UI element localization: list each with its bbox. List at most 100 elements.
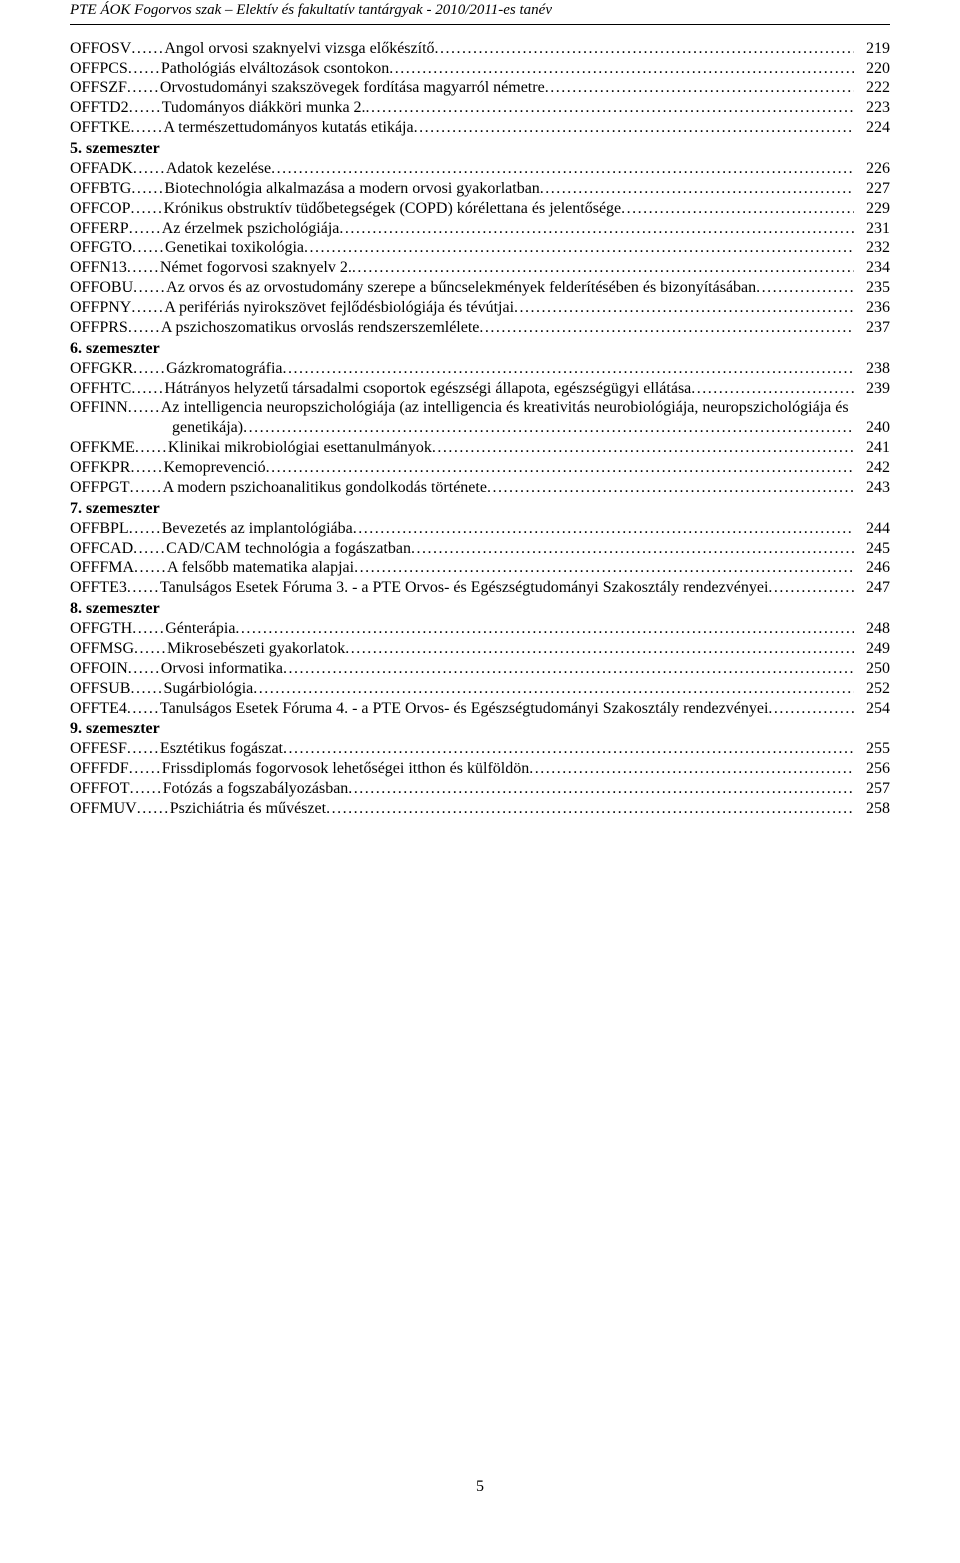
- toc-row: OFFBTG......Biotechnológia alkalmazása a…: [70, 179, 890, 199]
- toc-row: OFFKME......Klinikai mikrobiológiai eset…: [70, 438, 890, 458]
- toc-row: OFFTE3......Tanulságos Esetek Fóruma 3. …: [70, 578, 890, 598]
- entry-title: Tanulságos Esetek Fóruma 3. - a PTE Orvo…: [160, 579, 769, 598]
- entry-page: 247: [854, 579, 890, 598]
- leader-dots: ......: [131, 299, 164, 318]
- leader-dots: ........................................…: [691, 380, 854, 399]
- leader-dots: ........................................…: [304, 239, 854, 258]
- leader-dots: ........................................…: [339, 220, 854, 239]
- header-divider: [70, 24, 890, 25]
- toc-row: OFFN13......Német fogorvosi szaknyelv 2.…: [70, 258, 890, 278]
- entry-code: OFFBPL: [70, 520, 129, 539]
- toc-row: OFFSUB......Sugárbiológia...............…: [70, 679, 890, 699]
- entry-page: 244: [854, 520, 890, 539]
- leader-dots: ........................................…: [353, 520, 854, 539]
- entry-title: A természettudományos kutatás etikája: [163, 119, 413, 138]
- leader-dots: ........................................…: [529, 760, 854, 779]
- leader-dots: ........................................…: [271, 160, 854, 179]
- entry-page: 222: [854, 79, 890, 98]
- leader-dots: ........................................…: [366, 99, 854, 118]
- toc-row: OFFHTC......Hátrányos helyzetű társadalm…: [70, 379, 890, 399]
- leader-dots: ......: [131, 40, 164, 59]
- entry-code: OFFKPR: [70, 459, 130, 478]
- leader-dots: ........................................…: [435, 40, 854, 59]
- entry-code: OFFKME: [70, 439, 135, 458]
- toc-row: OFFGTO......Genetikai toxikológia.......…: [70, 238, 890, 258]
- leader-dots: ........................................…: [266, 459, 854, 478]
- entry-title: Az intelligencia neuropszichológiája (az…: [161, 399, 849, 418]
- toc-row: OFFFOT......Fotózás a fogszabályozásban.…: [70, 779, 890, 799]
- toc-row: OFFMSG......Mikrosebészeti gyakorlatok..…: [70, 639, 890, 659]
- leader-dots: ......: [137, 800, 170, 819]
- toc-row: OFFMUV......Pszichiátria és művészet....…: [70, 799, 890, 819]
- entry-page: 255: [854, 740, 890, 759]
- entry-title: Mikrosebészeti gyakorlatok: [167, 640, 345, 659]
- leader-dots: ......: [133, 360, 166, 379]
- entry-page: 231: [854, 220, 890, 239]
- toc-row: OFFOSV......Angol orvosi szaknyelvi vizs…: [70, 39, 890, 59]
- leader-dots: ........................................…: [326, 800, 854, 819]
- entry-code: OFFGTH: [70, 620, 132, 639]
- leader-dots: ......: [130, 680, 163, 699]
- entry-title: Klinikai mikrobiológiai esettanulmányok: [168, 439, 432, 458]
- leader-dots: ......: [127, 259, 160, 278]
- leader-dots: ........................................…: [768, 700, 854, 719]
- leader-dots: ......: [128, 319, 161, 338]
- leader-dots: ........................................…: [479, 319, 854, 338]
- toc-row: OFFERP......Az érzelmek pszichológiája..…: [70, 219, 890, 239]
- leader-dots: ......: [129, 99, 162, 118]
- entry-code: OFFPGT: [70, 479, 130, 498]
- entry-title: Adatok kezelése: [166, 160, 271, 179]
- leader-dots: ......: [130, 119, 163, 138]
- entry-page: 224: [854, 119, 890, 138]
- entry-page: 242: [854, 459, 890, 478]
- toc-row: OFFGKR......Gázkromatográfia............…: [70, 359, 890, 379]
- entry-title: Génterápia: [165, 620, 235, 639]
- toc-row: OFFOIN......Orvosi informatika..........…: [70, 659, 890, 679]
- entry-page: 229: [854, 200, 890, 219]
- entry-page: 237: [854, 319, 890, 338]
- entry-code: OFFFOT: [70, 780, 130, 799]
- leader-dots: ......: [133, 279, 166, 298]
- page-number: 5: [0, 1478, 960, 1497]
- entry-page: 256: [854, 760, 890, 779]
- entry-title: Bevezetés az implantológiába: [162, 520, 353, 539]
- entry-code: OFFPNY: [70, 299, 131, 318]
- entry-title: Pszichiátria és művészet: [170, 800, 326, 819]
- entry-title: CAD/CAM technológia a fogászatban: [166, 540, 411, 559]
- entry-code: OFFBTG: [70, 180, 131, 199]
- entry-code: OFFTD2: [70, 99, 129, 118]
- toc-row: OFFGTH......Génterápia..................…: [70, 619, 890, 639]
- section-heading: 6. szemeszter: [70, 338, 890, 359]
- entry-code: OFFERP: [70, 220, 129, 239]
- toc-row: OFFCOP......Krónikus obstruktív tüdőbete…: [70, 199, 890, 219]
- leader-dots: ......: [130, 780, 163, 799]
- toc-row: OFFADK......Adatok kezelése.............…: [70, 159, 890, 179]
- leader-dots: ........................................…: [345, 640, 854, 659]
- toc-row: OFFPCS......Pathológiás elváltozások cso…: [70, 59, 890, 79]
- page-container: PTE ÁOK Fogorvos szak – Elektív és fakul…: [0, 0, 960, 1509]
- entry-title: A modern pszichoanalitikus gondolkodás t…: [163, 479, 487, 498]
- leader-dots: ........................................…: [354, 559, 854, 578]
- leader-dots: ........................................…: [352, 259, 854, 278]
- leader-dots: ........................................…: [243, 419, 854, 438]
- table-of-contents: OFFOSV......Angol orvosi szaknyelvi vizs…: [70, 39, 890, 819]
- entry-page: 226: [854, 160, 890, 179]
- leader-dots: ......: [127, 740, 160, 759]
- entry-title: Angol orvosi szaknyelvi vizsga előkészít…: [164, 40, 434, 59]
- entry-page: 227: [854, 180, 890, 199]
- entry-code: OFFGKR: [70, 360, 133, 379]
- leader-dots: ......: [127, 700, 160, 719]
- entry-title: Tudományos diákköri munka 2.: [162, 99, 366, 118]
- leader-dots: ......: [131, 380, 164, 399]
- entry-title: Frissdiplomás fogorvosok lehetőségei itt…: [162, 760, 530, 779]
- leader-dots: ........................................…: [253, 680, 854, 699]
- entry-title: A perifériás nyirokszövet fejlődésbiológ…: [164, 299, 514, 318]
- leader-dots: ........................................…: [389, 60, 854, 79]
- entry-title: Tanulságos Esetek Fóruma 4. - a PTE Orvo…: [160, 700, 769, 719]
- leader-dots: ......: [127, 579, 160, 598]
- entry-page: 240: [854, 419, 890, 438]
- entry-page: 235: [854, 279, 890, 298]
- entry-title: Kemoprevenció: [163, 459, 265, 478]
- entry-code: OFFPCS: [70, 60, 128, 79]
- entry-page: 245: [854, 540, 890, 559]
